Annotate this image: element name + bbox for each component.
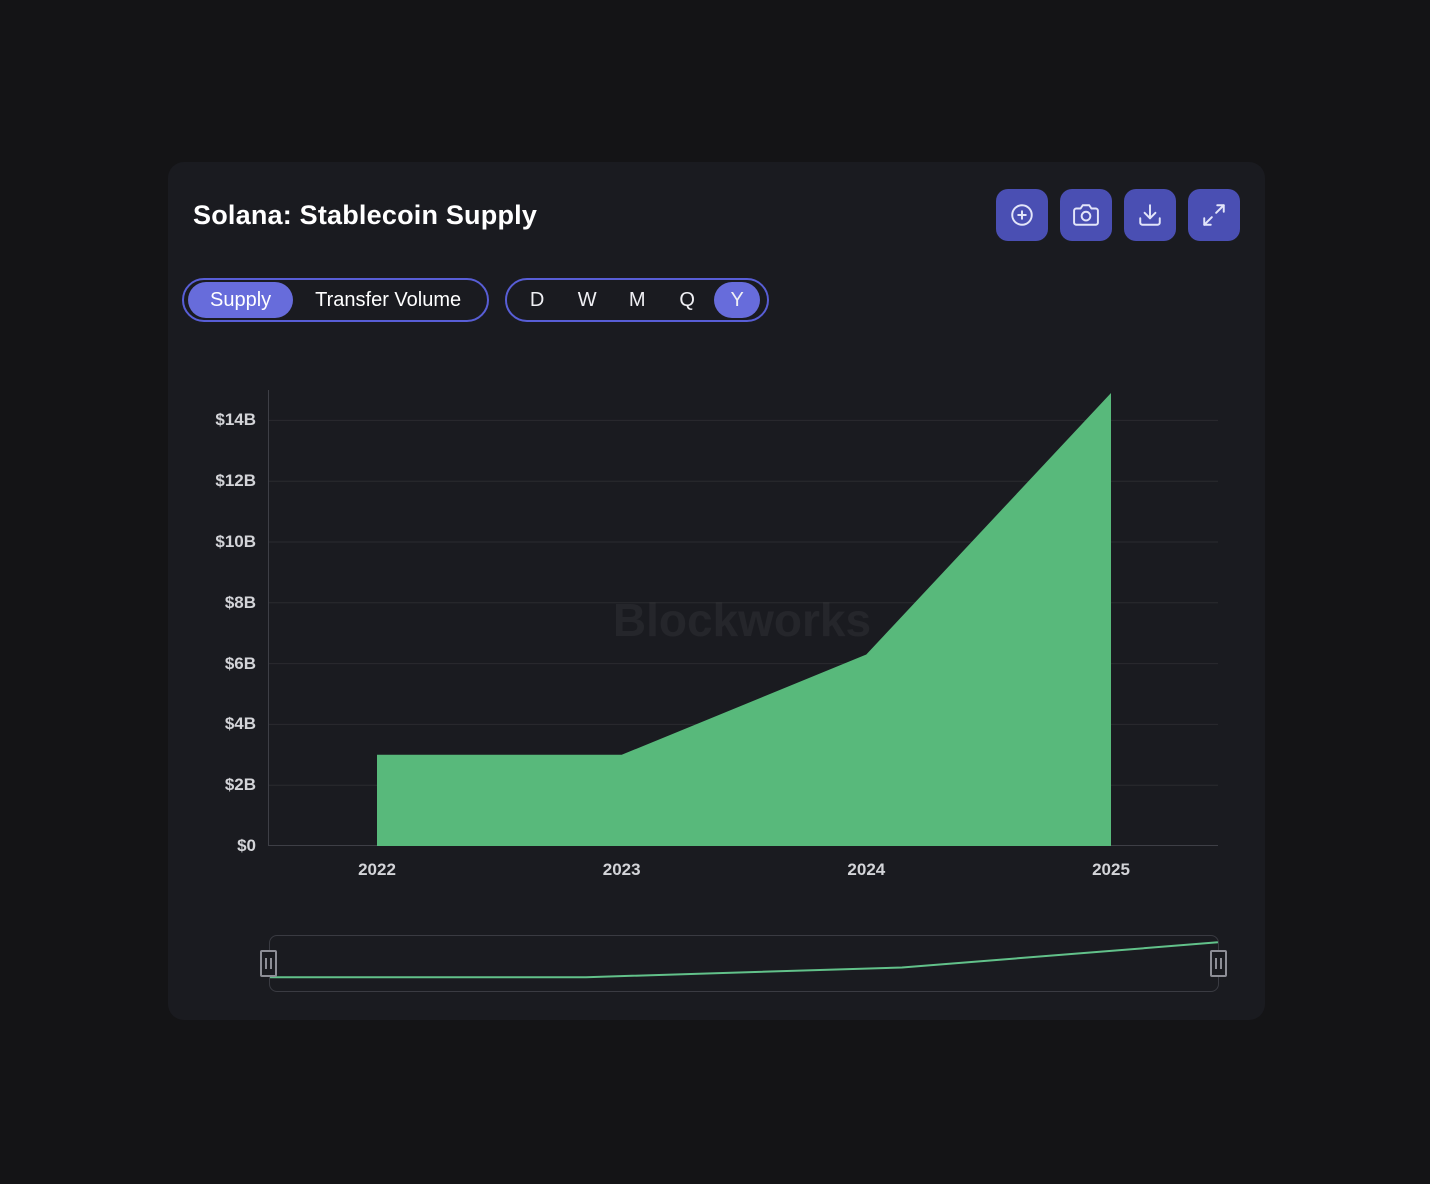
metric-option-transfer-volume[interactable]: Transfer Volume	[315, 288, 462, 311]
screenshot-button[interactable]	[1060, 189, 1112, 241]
range-option-w[interactable]: W	[577, 288, 597, 311]
x-axis-tick-label: 2025	[1092, 860, 1130, 879]
download-icon	[1139, 204, 1161, 226]
zoom-in-button[interactable]	[996, 189, 1048, 241]
expand-arrows-icon	[1203, 204, 1225, 226]
plus-circle-icon	[1011, 204, 1033, 226]
y-axis-tick-label: $2B	[224, 775, 256, 795]
grip-lines-icon	[1215, 958, 1217, 969]
navigator-scrubber[interactable]	[269, 935, 1219, 992]
range-option-y[interactable]: Y	[714, 282, 761, 318]
y-axis-tick-label: $0	[237, 836, 256, 855]
grip-lines-icon	[265, 958, 267, 969]
toolbar	[996, 189, 1240, 241]
y-axis-tick-label: $12B	[215, 471, 256, 491]
navigator-right-handle[interactable]	[1210, 950, 1227, 977]
y-axis-tick-label: $14B	[215, 410, 256, 430]
x-axis-tick-label: 2024	[847, 860, 886, 879]
navigator-minimap	[270, 941, 1218, 979]
y-axis-tick-label: $4B	[224, 714, 256, 734]
y-axis-tick-label: $6B	[224, 653, 256, 673]
supply-area-series[interactable]	[377, 393, 1111, 846]
navigator-left-handle[interactable]	[260, 950, 277, 977]
range-option-q[interactable]: Q	[679, 288, 695, 311]
range-option-m[interactable]: M	[628, 288, 646, 311]
navigator-series-line	[270, 941, 1218, 979]
x-axis-tick-label: 2022	[358, 860, 396, 879]
y-axis-tick-label: $10B	[215, 532, 256, 551]
metric-option-supply[interactable]: Supply	[188, 282, 294, 318]
y-axis-tick-label: $8B	[224, 592, 256, 612]
chart-card: Solana: Stablecoin Supply	[168, 162, 1265, 1020]
range-option-d[interactable]: D	[529, 288, 545, 311]
metric-toggle: Supply Transfer Volume	[182, 278, 490, 322]
camera-icon	[1073, 204, 1099, 226]
chart-title: Solana: Stablecoin Supply	[193, 200, 538, 230]
fullscreen-button[interactable]	[1188, 189, 1240, 241]
chart-plot-area[interactable]	[268, 390, 1218, 846]
x-axis-tick-label: 2023	[602, 860, 641, 879]
download-button[interactable]	[1124, 189, 1176, 241]
